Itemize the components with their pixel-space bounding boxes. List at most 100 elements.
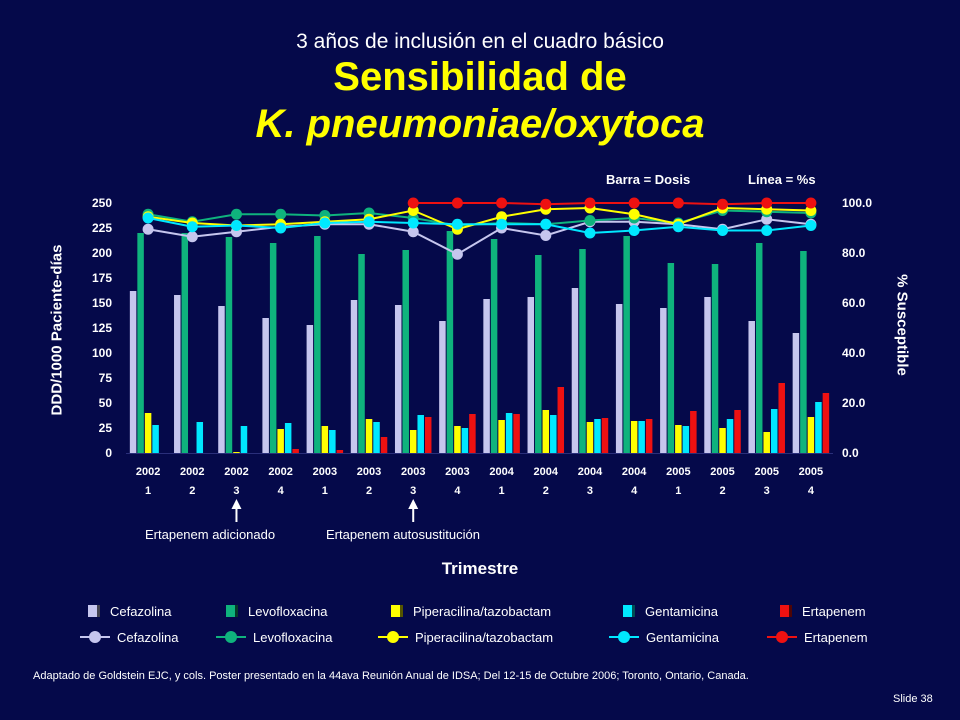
legend-line-levofloxacina: Levofloxacina (216, 628, 333, 646)
x-tick-label-year: 2004 (578, 466, 603, 478)
bar-levofloxacina (446, 231, 454, 453)
point-cefazolina (451, 248, 463, 260)
bar-gentamicina (815, 402, 822, 453)
point-ertapenem (717, 198, 729, 210)
y-tick-label-right: 40.0 (842, 346, 866, 360)
y-tick-label-right: 100.0 (842, 196, 872, 210)
bar-gentamicina (638, 421, 645, 453)
x-tick-label-quarter: 4 (454, 485, 461, 497)
bar-piperacilina-tazobactam (233, 452, 240, 453)
bar-ertapenem (380, 437, 388, 453)
bar-ertapenem (601, 418, 609, 453)
y-tick-label-left: 225 (92, 221, 112, 235)
bar-gentamicina (373, 422, 380, 453)
x-tick-label-quarter: 4 (808, 485, 815, 497)
y-tick-label-left: 100 (92, 346, 112, 360)
x-tick-label-quarter: 3 (587, 485, 593, 497)
bar-piperacilina-tazobactam (409, 430, 417, 453)
bar-cefazolina (174, 295, 181, 453)
annotation-ertapenem-substitution: Ertapenem autosustitución (326, 527, 480, 542)
y-tick-label-right: 0.0 (842, 446, 859, 460)
bar-ertapenem (822, 393, 830, 453)
legend-bar-gentamicina: Gentamicina (623, 602, 718, 620)
bar-levofloxacina (490, 239, 498, 453)
bar-gentamicina (550, 415, 557, 453)
x-tick-label-year: 2002 (136, 466, 160, 478)
bar-ertapenem (734, 410, 741, 453)
legend-line-marker (216, 628, 246, 646)
legend-swatch (780, 605, 792, 617)
x-tick-label-year: 2002 (268, 466, 292, 478)
legend-line-piperacilina: Piperacilina/tazobactam (378, 628, 553, 646)
bar-gentamicina (329, 430, 336, 453)
bar-cefazolina (218, 306, 225, 453)
y-tick-label-left: 25 (99, 421, 113, 435)
bar-gentamicina (284, 423, 292, 453)
bar-cefazolina (704, 297, 711, 453)
bar-levofloxacina (225, 237, 233, 453)
y-tick-label-left: 250 (92, 196, 112, 210)
x-tick-label-quarter: 3 (410, 485, 416, 497)
bar-cefazolina (792, 333, 800, 453)
point-gentamicina (496, 218, 508, 230)
legend-line-marker (767, 628, 797, 646)
point-cefazolina (142, 223, 154, 235)
bar-gentamicina (682, 426, 690, 453)
bar-levofloxacina (800, 251, 807, 453)
legend-bar-levofloxacina: Levofloxacina (226, 602, 328, 620)
bar-gentamicina (152, 425, 159, 453)
bar-levofloxacina (579, 249, 586, 453)
point-ertapenem (407, 197, 419, 209)
point-cefazolina (407, 226, 419, 238)
bar-piperacilina-tazobactam (144, 413, 152, 453)
slide-title-organism: K. pneumoniae/oxytoca (255, 102, 705, 146)
y-tick-label-left: 0 (105, 446, 112, 460)
annotation-arrow-head (231, 499, 242, 509)
point-ertapenem (496, 197, 508, 209)
point-gentamicina (805, 220, 817, 231)
point-gentamicina (407, 217, 419, 229)
point-gentamicina (186, 221, 198, 233)
bar-ertapenem (645, 419, 653, 453)
legend-line-cefazolina: Cefazolina (80, 628, 178, 646)
legend-swatch (226, 605, 238, 617)
bar-gentamicina (726, 419, 734, 453)
legend-lines: Cefazolina Levofloxacina Piperacilina/ta… (80, 628, 908, 646)
bar-ertapenem (690, 411, 697, 453)
note-bar-meaning: Barra = Dosis (606, 172, 691, 187)
bar-piperacilina-tazobactam (719, 428, 726, 453)
legend-bars: Cefazolina Levofloxacina Piperacilina/ta… (88, 602, 908, 620)
legend-label: Ertapenem (802, 603, 866, 619)
y-tick-label-left: 50 (99, 396, 113, 410)
bar-gentamicina (196, 422, 204, 453)
x-tick-label-year: 2004 (534, 466, 559, 478)
point-gentamicina (275, 222, 287, 234)
point-ertapenem (628, 197, 640, 209)
bar-ertapenem (778, 383, 785, 453)
bar-gentamicina (417, 415, 424, 453)
slide-number: Slide 38 (893, 693, 933, 705)
bar-levofloxacina (314, 236, 321, 453)
annotation-ertapenem-added: Ertapenem adicionado (145, 527, 276, 542)
legend-line-marker (609, 628, 639, 646)
bar-cefazolina (306, 325, 314, 453)
bar-levofloxacina (535, 255, 542, 453)
bar-piperacilina-tazobactam (675, 425, 682, 453)
x-tick-label-year: 2002 (224, 466, 248, 478)
bar-piperacilina-tazobactam (630, 421, 638, 453)
line-gentamicina (147, 217, 812, 235)
point-ertapenem (761, 197, 773, 209)
slide-subtitle: 3 años de inclusión en el cuadro básico (296, 30, 664, 53)
bar-gentamicina (461, 428, 469, 453)
bar-cefazolina (527, 297, 535, 453)
legend-line-marker (80, 628, 110, 646)
legend-label: Piperacilina/tazobactam (415, 629, 554, 645)
y-tick-label-left: 75 (99, 371, 113, 385)
point-ertapenem (805, 197, 817, 209)
x-tick-label-year: 2004 (622, 466, 647, 478)
bar-levofloxacina (667, 263, 675, 453)
bar-cefazolina (439, 321, 446, 453)
point-ertapenem (584, 197, 596, 209)
bar-piperacilina-tazobactam (498, 420, 505, 453)
